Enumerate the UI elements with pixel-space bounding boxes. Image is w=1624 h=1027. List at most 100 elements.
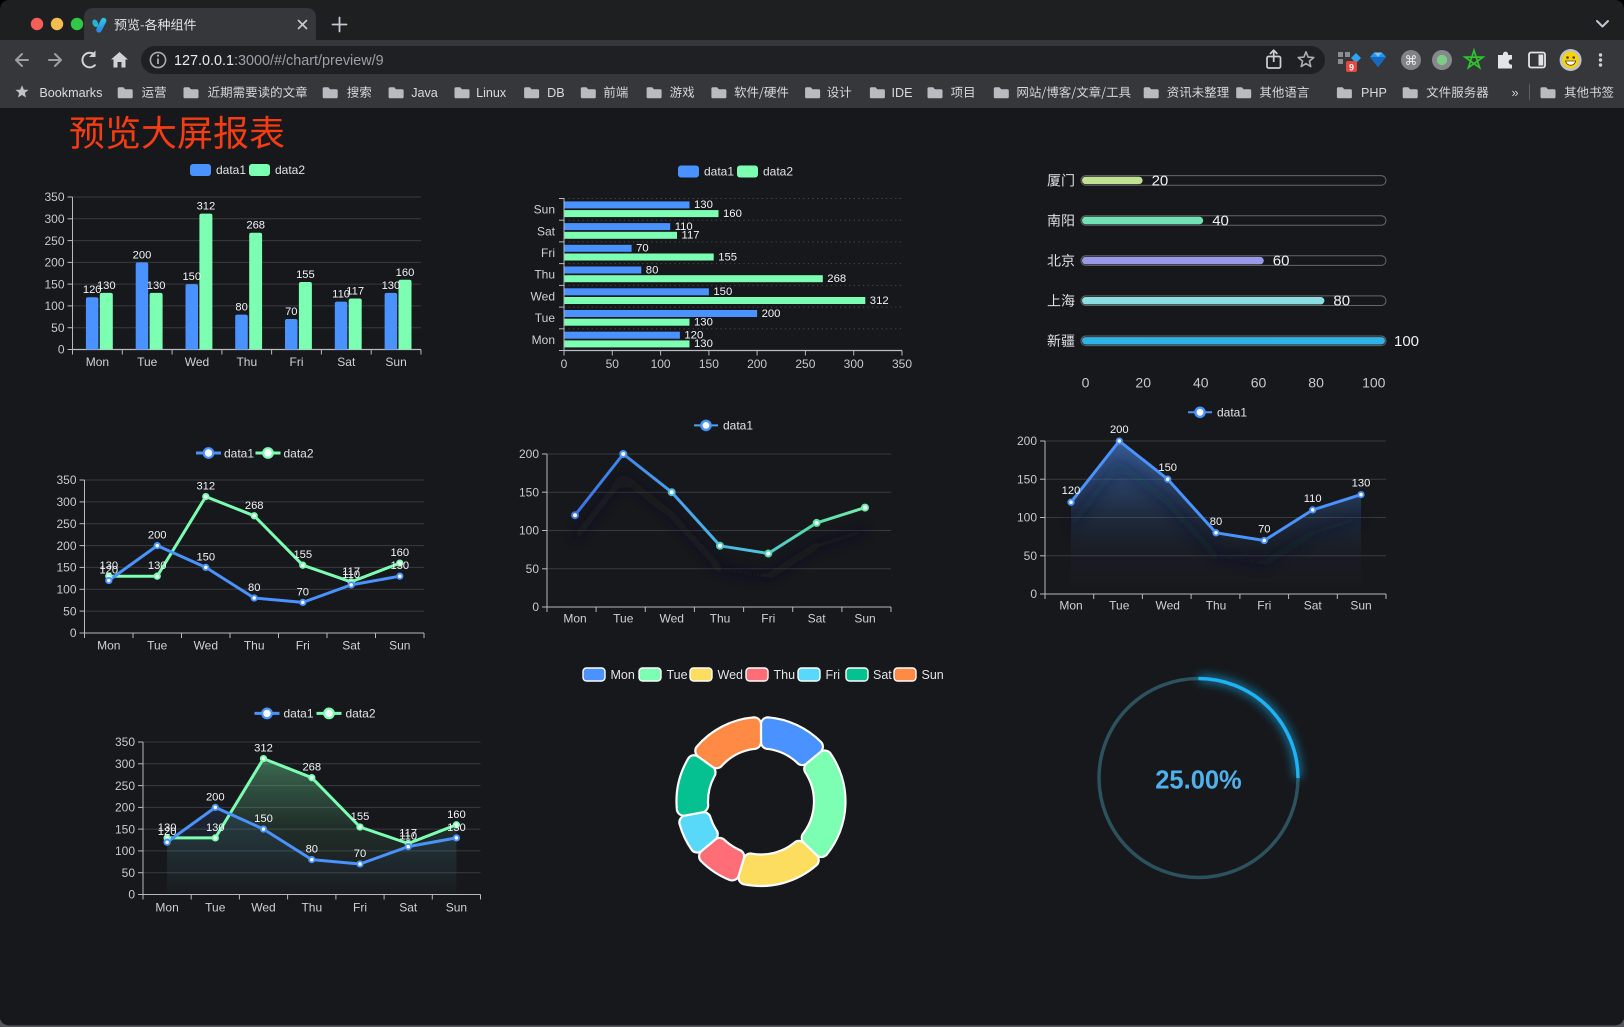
svg-text:150: 150 — [115, 822, 135, 836]
svg-text:150: 150 — [44, 277, 64, 291]
svg-text:Thu: Thu — [534, 268, 555, 282]
svg-text:110: 110 — [1304, 493, 1322, 505]
svg-text:Mon: Mon — [86, 355, 109, 369]
svg-text:130: 130 — [206, 822, 225, 834]
svg-text:data2: data2 — [346, 707, 376, 721]
svg-text:Wed: Wed — [251, 901, 275, 915]
svg-text:80: 80 — [646, 264, 659, 276]
svg-text:150: 150 — [254, 813, 273, 825]
svg-text:120: 120 — [83, 284, 102, 296]
svg-text:200: 200 — [148, 530, 167, 542]
svg-text:70: 70 — [285, 306, 297, 318]
svg-text:Wed: Wed — [194, 639, 218, 653]
svg-text:Mon: Mon — [611, 668, 635, 682]
svg-text:110: 110 — [342, 569, 360, 581]
svg-text:160: 160 — [447, 809, 466, 821]
svg-text:200: 200 — [1017, 434, 1037, 448]
svg-text:Thu: Thu — [774, 668, 796, 682]
svg-text:150: 150 — [519, 485, 539, 499]
svg-text:150: 150 — [1158, 462, 1177, 474]
svg-text:0: 0 — [58, 343, 65, 357]
svg-text:Mon: Mon — [532, 333, 555, 347]
svg-text:Bookmarks: Bookmarks — [39, 86, 102, 100]
svg-text:130: 130 — [97, 280, 116, 292]
svg-text:data1: data1 — [704, 165, 734, 179]
svg-text:312: 312 — [870, 295, 889, 307]
svg-text:Fri: Fri — [353, 901, 367, 915]
svg-text:130: 130 — [382, 280, 401, 292]
svg-text:130: 130 — [390, 560, 409, 572]
svg-text:268: 268 — [827, 273, 846, 285]
svg-text:127.0.0.1:3000/#/chart/preview: 127.0.0.1:3000/#/chart/preview/9 — [174, 53, 384, 69]
svg-text:200: 200 — [133, 249, 152, 261]
svg-text:Java: Java — [411, 86, 438, 100]
svg-text:80: 80 — [1333, 293, 1350, 310]
svg-text:150: 150 — [1017, 472, 1037, 486]
svg-text:150: 150 — [182, 271, 201, 283]
svg-text:350: 350 — [44, 190, 64, 204]
svg-text:IDE: IDE — [892, 86, 913, 100]
svg-text:350: 350 — [115, 735, 135, 749]
svg-text:60: 60 — [1273, 253, 1290, 270]
svg-text:Fri: Fri — [1257, 599, 1271, 613]
svg-text:70: 70 — [297, 586, 309, 598]
svg-text:155: 155 — [351, 811, 370, 823]
svg-text:150: 150 — [196, 551, 215, 563]
svg-text:110: 110 — [332, 289, 350, 301]
svg-text:data2: data2 — [275, 163, 305, 177]
svg-text:312: 312 — [254, 743, 273, 755]
svg-text:Sun: Sun — [446, 901, 467, 915]
svg-text:155: 155 — [718, 251, 737, 263]
svg-text:130: 130 — [158, 822, 177, 834]
svg-text:300: 300 — [115, 757, 135, 771]
svg-text:200: 200 — [56, 539, 76, 553]
svg-text:70: 70 — [354, 848, 366, 860]
svg-text:130: 130 — [148, 560, 167, 572]
svg-text:Thu: Thu — [301, 901, 322, 915]
svg-text:120: 120 — [158, 826, 177, 838]
svg-text:data2: data2 — [284, 446, 314, 460]
svg-text:117: 117 — [399, 828, 417, 840]
svg-text:155: 155 — [296, 269, 315, 281]
svg-text:9: 9 — [1349, 63, 1354, 73]
svg-text:20: 20 — [1135, 375, 1151, 391]
svg-text:20: 20 — [1152, 172, 1169, 189]
svg-text:Tue: Tue — [1109, 599, 1130, 613]
svg-text:70: 70 — [636, 243, 649, 255]
svg-text:130: 130 — [694, 199, 713, 211]
svg-text:130: 130 — [694, 317, 713, 329]
svg-text:data2: data2 — [763, 165, 793, 179]
svg-text:0: 0 — [532, 600, 539, 614]
svg-text:DB: DB — [547, 86, 565, 100]
svg-text:⌘: ⌘ — [1405, 53, 1418, 68]
svg-text:Sat: Sat — [337, 355, 356, 369]
svg-text:50: 50 — [51, 321, 65, 335]
svg-text:117: 117 — [682, 230, 700, 242]
svg-text:312: 312 — [196, 481, 215, 493]
svg-text:100: 100 — [44, 299, 64, 313]
svg-text:350: 350 — [892, 357, 912, 371]
svg-text:80: 80 — [306, 844, 318, 856]
svg-text:300: 300 — [844, 357, 864, 371]
svg-text:110: 110 — [399, 831, 417, 843]
svg-text:Linux: Linux — [476, 86, 507, 100]
svg-text:PHP: PHP — [1361, 86, 1387, 100]
svg-text:117: 117 — [342, 566, 360, 578]
svg-text:Fri: Fri — [541, 246, 555, 260]
svg-text:150: 150 — [56, 561, 76, 575]
svg-text:data1: data1 — [216, 163, 246, 177]
svg-text:80: 80 — [1210, 516, 1222, 528]
svg-text:Tue: Tue — [147, 639, 168, 653]
svg-text:data1: data1 — [284, 707, 314, 721]
svg-text:50: 50 — [1024, 549, 1038, 563]
svg-text:200: 200 — [1110, 424, 1129, 436]
svg-text:»: » — [1511, 85, 1518, 100]
svg-text:0: 0 — [561, 357, 568, 371]
svg-text:130: 130 — [447, 822, 466, 834]
svg-text:Sat: Sat — [399, 901, 418, 915]
svg-text:150: 150 — [699, 357, 719, 371]
svg-text:200: 200 — [519, 447, 539, 461]
svg-text:Thu: Thu — [710, 612, 731, 626]
svg-text:200: 200 — [762, 308, 781, 320]
svg-text:50: 50 — [606, 357, 620, 371]
